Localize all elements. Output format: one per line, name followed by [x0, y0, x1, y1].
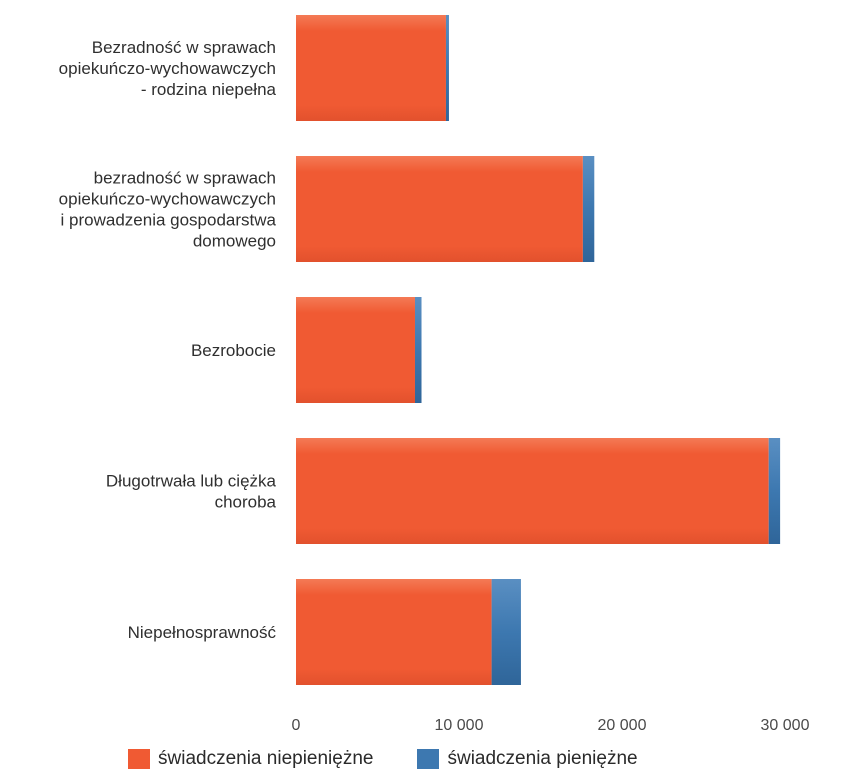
- legend-label-niepieniezne: świadczenia niepieniężne: [158, 748, 374, 769]
- category-label-line: - rodzina niepełna: [141, 80, 277, 99]
- bar-pieniezne-4: [491, 579, 521, 685]
- bar-niepieniezne-1: [296, 156, 583, 262]
- legend-item-niepieniezne: świadczenia niepieniężne: [128, 748, 373, 770]
- x-tick-label: 0: [292, 717, 301, 734]
- bar-pieniezne-1: [582, 156, 595, 262]
- bar-niepieniezne-3: [296, 438, 769, 544]
- bar-pieniezne-0: [445, 15, 449, 121]
- bar-niepieniezne-4: [296, 579, 492, 685]
- category-label-line: Bezradność w sprawach: [92, 38, 276, 57]
- category-label-line: domowego: [193, 232, 276, 251]
- category-label-line: bezradność w sprawach: [94, 169, 276, 188]
- category-label-line: Długotrwała lub ciężka: [106, 472, 277, 491]
- category-label-line: opiekuńczo-wychowawczych: [59, 190, 276, 209]
- category-label-0: Bezradność w sprawach opiekuńczo-wychowaw…: [59, 38, 277, 99]
- category-label-1: bezradność w sprawach opiekuńczo-wychowaw…: [59, 169, 277, 251]
- bar-pieniezne-3: [768, 438, 781, 544]
- x-tick-label: 30 000: [761, 717, 810, 734]
- category-label-line: Bezrobocie: [191, 341, 276, 360]
- legend-label-pieniezne: świadczenia pieniężne: [447, 748, 638, 769]
- bar-niepieniezne-0: [296, 15, 446, 121]
- x-tick-label: 10 000: [435, 717, 484, 734]
- category-label-3: Długotrwała lub ciężka choroba: [106, 472, 277, 512]
- category-label-line: choroba: [215, 493, 277, 512]
- category-label-line: i prowadzenia gospodarstwa: [61, 211, 277, 230]
- bar-pieniezne-2: [414, 297, 422, 403]
- category-label-2: Bezrobocie: [191, 341, 276, 360]
- bar-niepieniezne-2: [296, 297, 415, 403]
- legend-swatch-niepieniezne: [128, 749, 150, 769]
- legend-item-pieniezne: świadczenia pieniężne: [417, 748, 638, 770]
- category-label-4: Niepełnosprawność: [128, 623, 277, 642]
- chart-svg: Bezradność w sprawach opiekuńczo-wychowaw…: [59, 15, 810, 734]
- category-label-line: opiekuńczo-wychowawczych: [59, 59, 276, 78]
- legend-swatch-pieniezne: [417, 749, 440, 769]
- category-label-line: Niepełnosprawność: [128, 623, 277, 642]
- legend: świadczenia niepieniężne świadczenia pie…: [128, 748, 638, 770]
- x-tick-label: 20 000: [598, 717, 647, 734]
